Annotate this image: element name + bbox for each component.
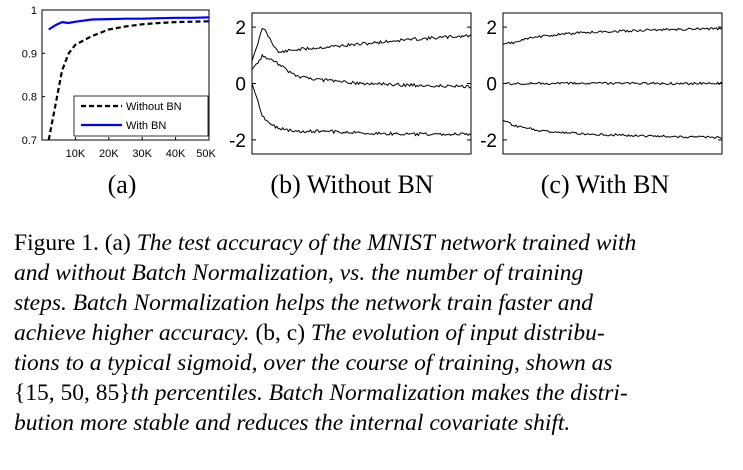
caption-line-2: and without Batch Normalization, vs. the… — [14, 258, 736, 288]
x-tick-label: 50K — [196, 148, 216, 160]
panel-a-legend: Without BN With BN — [73, 95, 209, 137]
legend-label-without-bn: Without BN — [126, 101, 182, 113]
caption-line-6: {15, 50, 85}th percentiles. Batch Normal… — [14, 378, 736, 408]
panel-b-plot-area — [251, 27, 472, 137]
caption-text: and without Batch Normalization, vs. the… — [14, 260, 584, 286]
caption-text: steps. Batch Normalization helps the net… — [14, 290, 593, 316]
y-tick-label: 2 — [486, 18, 497, 39]
figure-caption: Figure 1. (a) The test accuracy of the M… — [14, 228, 736, 438]
caption-percentile-set: {15, 50, 85} — [14, 380, 131, 406]
y-tick-label: 0 — [486, 75, 497, 96]
percentile-85-line — [251, 27, 472, 62]
y-tick-label: 0.9 — [22, 48, 37, 60]
caption-line-1: Figure 1. (a) The test accuracy of the M… — [14, 228, 736, 258]
y-tick-label: 0 — [235, 75, 246, 96]
percentile-15-line — [251, 83, 472, 137]
caption-text: tions to a typical sigmoid, over the cou… — [14, 350, 613, 376]
caption-text: The evolution of input distribu- — [305, 320, 605, 346]
y-tick-label: 0.8 — [22, 92, 37, 104]
series-without-bn — [47, 20, 210, 141]
y-tick-label: -2 — [480, 131, 497, 152]
x-tick-label: 10K — [66, 148, 86, 160]
caption-line-5: tions to a typical sigmoid, over the cou… — [14, 348, 736, 378]
x-tick-label: 30K — [132, 148, 152, 160]
y-tick-label: 0.7 — [22, 135, 37, 147]
caption-text: th percentiles. Batch Normalization make… — [130, 380, 628, 406]
panel-c-label: (c) With BN — [541, 170, 670, 199]
y-tick-label: 2 — [235, 18, 246, 39]
panel-c: 2 0 -2 (c) With BN — [480, 12, 723, 199]
legend-box — [73, 95, 209, 137]
y-tick-label: -2 — [229, 131, 246, 152]
panel-b-label: (b) Without BN — [270, 170, 433, 199]
percentile-50-line — [251, 53, 472, 89]
x-tick-label: 40K — [166, 148, 186, 160]
x-tick-label: 20K — [99, 148, 119, 160]
panel-b-y-ticks: 2 0 -2 — [229, 18, 471, 152]
panel-a-x-ticks: 10K 20K 30K 40K 50K — [66, 137, 216, 160]
caption-text: bution more stable and reduces the inter… — [14, 410, 571, 436]
panel-c-y-ticks: 2 0 -2 — [480, 18, 722, 152]
panel-c-plot-area — [502, 27, 723, 140]
panel-b: 2 0 -2 (b) Without BN — [229, 12, 472, 199]
caption-panel-ref-a: (a) — [104, 230, 131, 256]
percentile-85-line — [502, 27, 723, 45]
legend-label-with-bn: With BN — [126, 120, 166, 132]
panel-a-label: (a) — [108, 170, 137, 199]
series-with-bn — [48, 16, 210, 31]
caption-line-7: bution more stable and reduces the inter… — [14, 408, 736, 438]
caption-line-4: achieve higher accuracy. (b, c) The evol… — [14, 318, 736, 348]
caption-text: The test accuracy of the MNIST network t… — [130, 230, 637, 256]
caption-line-3: steps. Batch Normalization helps the net… — [14, 288, 736, 318]
panel-a-y-ticks: 1 0.9 0.8 0.7 — [22, 5, 45, 147]
caption-panel-ref-bc: (b, c) — [249, 320, 306, 346]
panel-a-frame — [41, 9, 210, 141]
panel-a: 1 0.9 0.8 0.7 10K 20K 30K 40K 50K Without BN Wi… — [22, 5, 217, 199]
percentile-15-line — [502, 119, 723, 140]
percentile-50-line — [503, 81, 723, 86]
panel-a-plot-area — [47, 16, 210, 141]
caption-text: achieve higher accuracy. — [14, 320, 250, 346]
figure-label: Figure 1. — [14, 230, 99, 256]
y-tick-label: 1 — [31, 5, 37, 17]
